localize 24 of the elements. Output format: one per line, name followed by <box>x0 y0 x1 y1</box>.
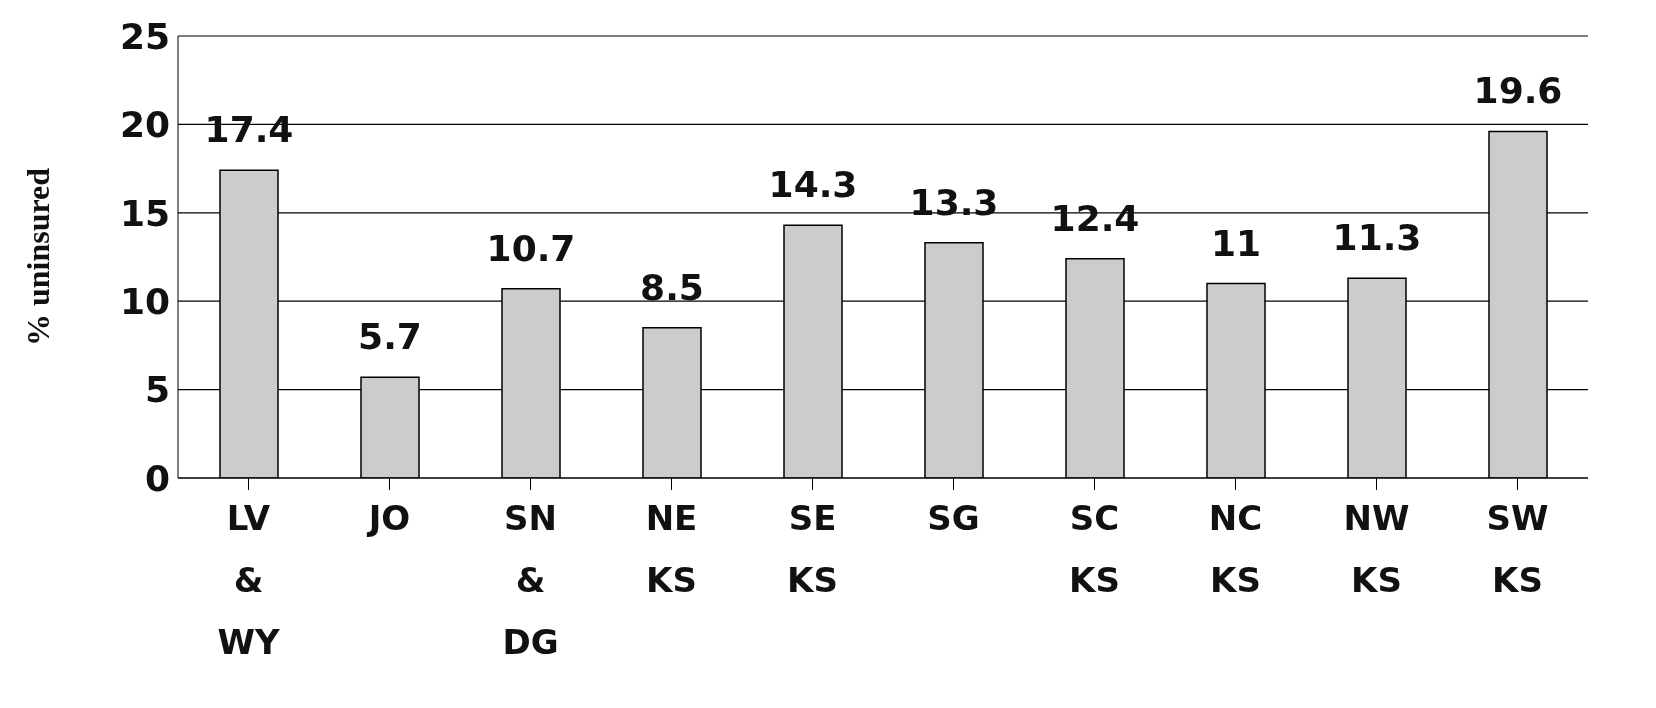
data-label: 5.7 <box>358 316 422 358</box>
x-tick-label: LV & WY <box>217 498 280 662</box>
y-tick-label: 15 <box>119 192 170 234</box>
x-tick-label: SE KS <box>787 498 838 600</box>
data-label: 19.6 <box>1473 70 1563 112</box>
y-axis-title: % uninsured <box>20 167 57 347</box>
y-tick-label: 20 <box>119 104 170 146</box>
y-tick-label: 25 <box>119 15 170 57</box>
x-tick-label: SN & DG <box>502 498 559 662</box>
x-tick-label: NW KS <box>1343 498 1410 600</box>
data-label: 10.7 <box>486 227 576 269</box>
y-tick-label: 10 <box>119 280 170 322</box>
data-label: 14.3 <box>768 164 858 206</box>
x-tick-label: SC KS <box>1069 498 1120 600</box>
data-label: 11.3 <box>1332 217 1422 259</box>
x-tick-label: JO <box>366 498 411 538</box>
x-tick-label: NC KS <box>1208 498 1263 600</box>
data-label: 11 <box>1210 222 1262 264</box>
y-tick-label: 5 <box>144 369 170 411</box>
y-tick-label: 0 <box>144 457 170 499</box>
data-label: 8.5 <box>640 266 704 308</box>
x-tick-label: SG <box>927 498 980 538</box>
x-tick-label: SW KS <box>1486 498 1549 600</box>
x-tick-label: NE KS <box>645 498 698 600</box>
